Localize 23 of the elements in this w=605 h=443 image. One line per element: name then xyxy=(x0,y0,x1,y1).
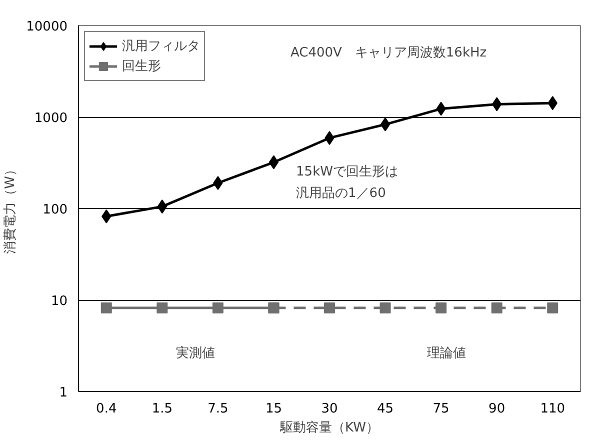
x-tick-label: 0.4 xyxy=(96,402,117,416)
annotation: 実測値 xyxy=(176,345,216,362)
x-tick-label: 30 xyxy=(321,402,338,416)
x-tick-label: 45 xyxy=(377,402,394,416)
legend-label: 汎用フィルタ xyxy=(122,38,200,55)
y-tick-label: 1 xyxy=(59,386,68,400)
x-tick-label: 15 xyxy=(265,402,282,416)
y-tick-label: 1000 xyxy=(34,111,68,126)
x-tick-label: 110 xyxy=(540,402,566,416)
y-axis-title: 消費電力（W） xyxy=(3,163,18,254)
x-tick-label: 75 xyxy=(432,402,450,416)
annotation: AC400V キャリア周波数16kHz xyxy=(290,46,487,61)
x-tick-label: 90 xyxy=(488,402,506,416)
annotation: 15kWで回生形は xyxy=(296,164,398,180)
y-tick-label: 10 xyxy=(50,294,68,309)
annotation: 理論値 xyxy=(427,346,466,362)
y-tick-label: 10000 xyxy=(26,20,68,34)
legend-label: 回生形 xyxy=(122,58,161,75)
x-tick-label: 1.5 xyxy=(152,402,173,416)
x-tick-label: 7.5 xyxy=(208,402,228,416)
x-axis-title: 駆動容量（KW） xyxy=(279,420,379,436)
annotation: 汎用品の1／60 xyxy=(296,186,386,202)
y-tick-label: 100 xyxy=(42,202,68,218)
